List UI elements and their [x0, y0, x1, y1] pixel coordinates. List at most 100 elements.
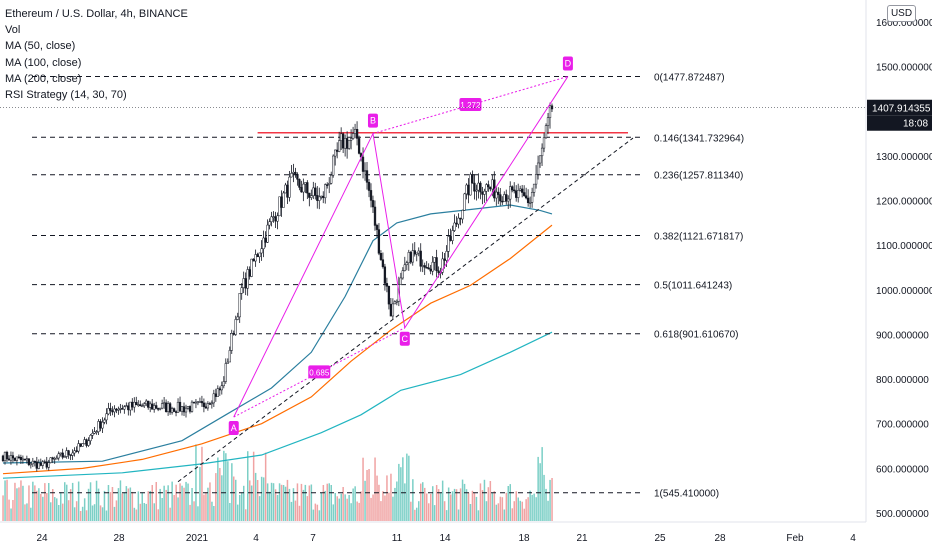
candle-body — [75, 450, 78, 452]
candle-body — [441, 258, 444, 273]
price-tick-label: 1100.000000 — [876, 241, 932, 252]
candle-body — [202, 402, 206, 407]
legend-rsi[interactable]: RSI Strategy (14, 30, 70) — [5, 89, 127, 102]
candle-body — [53, 458, 56, 460]
fibonacci-levels[interactable]: 0(1477.872487) 0.146(1341.732964) 0.236(12… — [32, 73, 744, 500]
currency-button[interactable]: USD — [887, 5, 916, 22]
volume-bar — [404, 483, 406, 521]
price-tick-label: 1000.000000 — [876, 286, 932, 297]
candle-body — [145, 400, 148, 405]
candle-body — [403, 264, 406, 271]
volume-bar — [507, 486, 509, 521]
candle-body — [409, 252, 412, 263]
candle-body — [113, 408, 116, 413]
volume-bar — [12, 500, 14, 521]
candle-body — [435, 257, 438, 272]
last-price-marker: 1407.914355 18:08 — [0, 99, 932, 131]
legend-ma100[interactable]: MA (100, close) — [5, 56, 82, 69]
candle-body — [347, 140, 351, 149]
legend-ma50[interactable]: MA (50, close) — [5, 40, 76, 53]
fib-level-label: 0.146(1341.732964) — [654, 133, 744, 144]
volume-bar — [135, 509, 138, 521]
volume-bar — [181, 485, 183, 521]
candle-body — [521, 188, 524, 193]
candle-body — [228, 350, 231, 363]
volume-bar — [42, 496, 44, 521]
candle-body — [129, 401, 132, 411]
candle-body — [125, 405, 128, 408]
volume-bar — [342, 487, 344, 521]
pattern-legs — [233, 76, 569, 418]
time-tick-label: Feb — [786, 533, 804, 544]
candle-body — [540, 147, 544, 157]
candle-body — [501, 200, 504, 203]
time-tick-label: 28 — [714, 533, 726, 544]
volume-bar — [22, 485, 24, 521]
volume-bar — [457, 509, 460, 521]
candle-body — [151, 403, 154, 410]
time-tick-label: 28 — [113, 533, 125, 544]
candle-body — [115, 408, 118, 411]
candle-body — [405, 262, 408, 266]
volume-bar — [125, 486, 128, 521]
volume-bar — [435, 485, 438, 521]
candle-body — [306, 182, 309, 194]
candle-body — [99, 421, 102, 429]
pattern-ratio-label: 1.272 — [460, 101, 481, 110]
symbol-title[interactable]: Ethereum / U.S. Dollar, 4h, BINANCE — [5, 8, 188, 20]
volume-bars — [2, 444, 553, 521]
candle-body — [499, 194, 502, 202]
candle-body — [23, 458, 27, 461]
volume-bar — [113, 506, 116, 521]
volume-bar — [24, 504, 26, 521]
trend-lines[interactable] — [177, 131, 634, 483]
candle-body — [349, 138, 353, 141]
candle-body — [7, 458, 11, 461]
candle-body — [336, 149, 339, 152]
volume-bar — [499, 496, 502, 521]
candle-body — [497, 191, 500, 195]
candle-body — [182, 406, 186, 413]
candle-body — [483, 190, 486, 195]
candle-body — [198, 401, 202, 403]
volume-bar — [52, 489, 54, 521]
volume-bar — [479, 483, 482, 521]
time-axis[interactable]: 24 28 2021 4 7 11 14 18 21 25 28 Feb 4 — [36, 533, 856, 544]
volume-bar — [183, 487, 185, 521]
candle-body — [330, 175, 333, 184]
pattern-ratio-box — [308, 365, 331, 379]
candle-body — [172, 408, 176, 412]
volume-bar — [302, 489, 305, 521]
candle-body — [15, 456, 19, 461]
candle-body — [286, 184, 289, 198]
candle-body — [524, 195, 528, 199]
volume-bar — [408, 455, 410, 521]
volume-bar — [280, 484, 283, 521]
candle-body — [361, 156, 365, 172]
pattern-point-label: B — [370, 116, 376, 126]
candle-body — [230, 333, 233, 351]
volume-bar — [185, 481, 187, 521]
volume-bar — [119, 480, 122, 521]
legend-vol[interactable]: Vol — [5, 24, 21, 37]
harmonic-pattern[interactable]: 1.272 0.685 A B C D — [228, 56, 573, 436]
candle-body — [63, 456, 66, 458]
candle-body — [194, 401, 198, 404]
candle-body — [308, 192, 311, 198]
candle-body — [105, 413, 108, 421]
candle-body — [93, 431, 96, 434]
candle-body — [324, 184, 327, 199]
candle-body — [479, 182, 482, 193]
volume-bar — [276, 495, 279, 521]
legend-ma200[interactable]: MA (200, close) — [5, 72, 82, 85]
volume-bar — [328, 483, 330, 521]
time-tick-label: 18 — [518, 533, 530, 544]
volume-bar — [260, 476, 263, 521]
volume-bar — [177, 497, 179, 521]
candle-body — [111, 410, 114, 413]
volume-bar — [485, 501, 488, 521]
volume-bar — [549, 479, 551, 521]
price-axis[interactable]: 1600.0000001500.0000001400.0000001300.00… — [876, 18, 932, 520]
volume-bar — [372, 494, 374, 521]
